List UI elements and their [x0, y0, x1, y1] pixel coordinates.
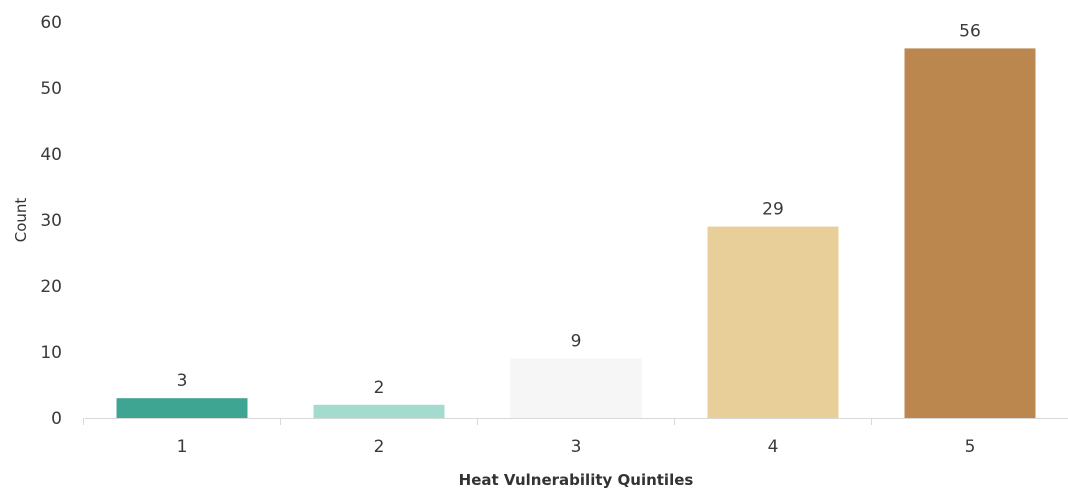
bar-4 [707, 226, 839, 418]
x-tick-label: 5 [965, 437, 976, 457]
x-axis-tick-marks [83, 418, 872, 425]
x-tick-label: 2 [374, 437, 385, 457]
y-tick-label: 40 [40, 145, 62, 165]
x-tick-label: 1 [177, 437, 188, 457]
bar-5 [904, 48, 1036, 419]
bar-1 [116, 398, 248, 418]
data-label: 2 [374, 378, 385, 398]
y-axis-ticks: 0 10 20 30 40 50 60 [40, 13, 62, 429]
y-tick-label: 60 [40, 13, 62, 33]
y-tick-label: 50 [40, 79, 62, 99]
bars [116, 48, 1036, 419]
bar-2 [313, 404, 445, 418]
x-tick-label: 4 [768, 437, 779, 457]
y-axis-title: Count [12, 198, 30, 243]
y-tick-label: 10 [40, 343, 62, 363]
data-label: 3 [177, 371, 188, 391]
x-axis-labels: 1 2 3 4 5 [177, 437, 976, 457]
bar-3 [510, 358, 642, 418]
data-label: 56 [959, 21, 981, 41]
x-axis-title: Heat Vulnerability Quintiles [459, 471, 694, 489]
data-label: 9 [571, 332, 582, 352]
data-label: 29 [762, 200, 784, 220]
y-tick-label: 30 [40, 211, 62, 231]
y-tick-label: 0 [51, 409, 62, 429]
x-tick-label: 3 [571, 437, 582, 457]
y-tick-label: 20 [40, 277, 62, 297]
